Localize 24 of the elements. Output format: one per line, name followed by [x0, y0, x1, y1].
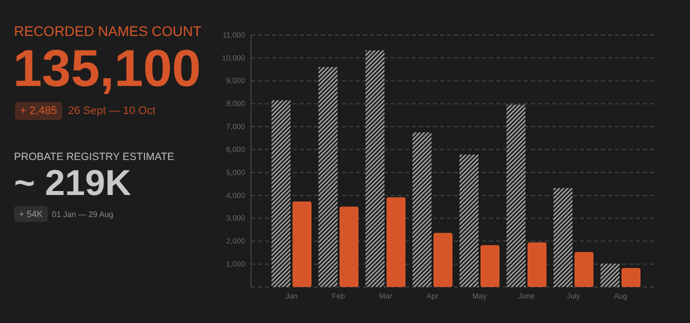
text: ~ 219K	[14, 162, 132, 203]
bar	[272, 100, 290, 287]
text: + 2,485	[20, 105, 58, 117]
bar	[600, 264, 620, 287]
text: 135,100	[13, 40, 201, 98]
bar	[460, 154, 478, 287]
bar	[434, 232, 452, 287]
bar	[528, 242, 546, 287]
bar	[574, 252, 594, 287]
text: 01 Jan — 29 Aug	[52, 210, 114, 219]
text: + 54K	[19, 209, 43, 219]
bar	[622, 268, 640, 287]
bar	[340, 206, 358, 287]
text: 26 Sept — 10 Oct	[68, 105, 156, 117]
bar	[366, 50, 384, 287]
bar	[386, 197, 406, 287]
text: RECORDED NAMES COUNT	[14, 23, 202, 39]
bar	[480, 245, 500, 287]
bar	[554, 188, 572, 287]
bar	[318, 67, 338, 287]
bar	[412, 132, 432, 287]
text: PROBATE REGISTRY ESTIMATE	[14, 151, 174, 163]
bar	[292, 202, 312, 287]
bar	[506, 104, 526, 287]
